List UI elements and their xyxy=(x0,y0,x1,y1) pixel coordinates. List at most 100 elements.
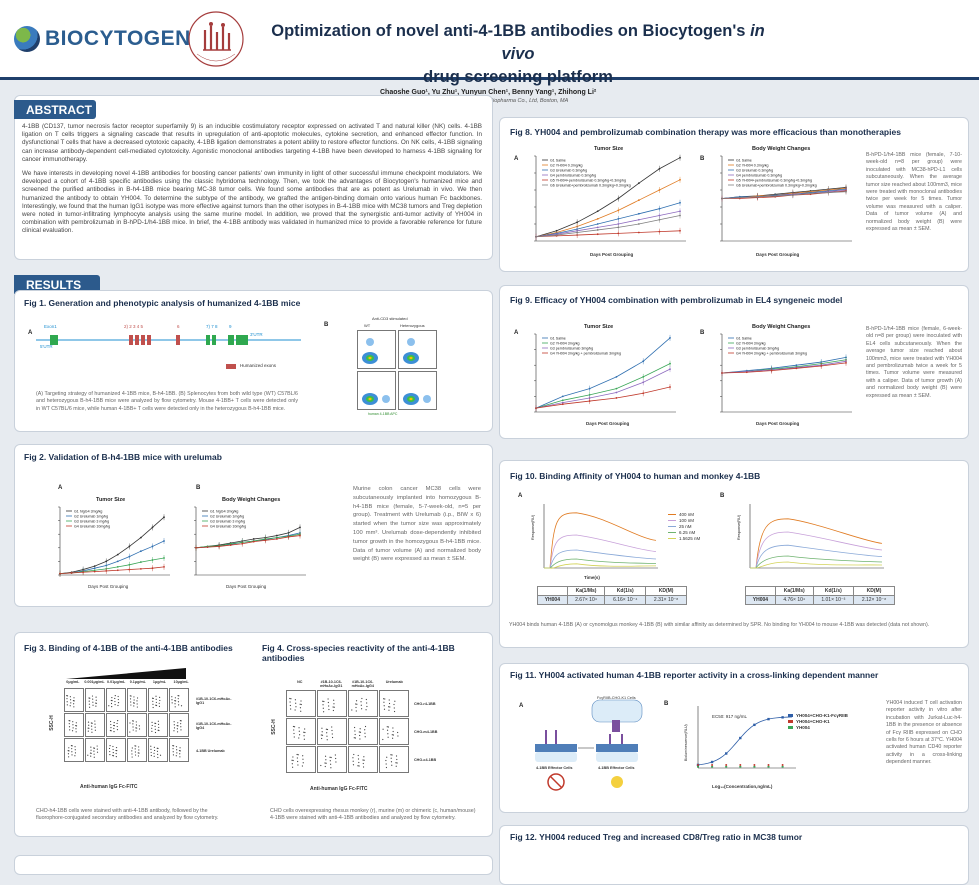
sensorgram-curve xyxy=(750,531,883,569)
data-point xyxy=(767,766,770,768)
axis-label: 0.1μg/mL xyxy=(129,680,146,684)
data-point xyxy=(617,223,620,225)
results-label: RESULTS xyxy=(14,275,100,294)
data-point xyxy=(596,218,599,220)
data-point xyxy=(229,544,232,546)
sensorgram-curve xyxy=(544,563,657,569)
data-point xyxy=(679,210,681,213)
data-point xyxy=(781,766,784,768)
fig12-title: Fig 12. YH004 reduced Treg and increased… xyxy=(510,832,803,842)
axis-label: CHO-r4-1BB xyxy=(414,702,436,706)
legend-entry: YH004+CHO-K1-FcγRIIB xyxy=(788,713,848,719)
flow-plot xyxy=(317,746,347,773)
flow-plot xyxy=(348,718,378,745)
data-point xyxy=(241,542,244,545)
flow-plot xyxy=(286,718,316,745)
data-point xyxy=(275,536,278,539)
data-point xyxy=(218,545,221,548)
legend-entry: G1 hIgG4 3mg/kg xyxy=(74,510,102,514)
flow-plot xyxy=(348,746,378,773)
axis-label: #1B-10-1C6-mHoAc-IgG4 xyxy=(196,721,232,730)
data-point xyxy=(845,190,847,193)
data-point xyxy=(739,766,742,768)
data-point xyxy=(753,766,756,768)
fig1-title: Fig 1. Generation and phenotypic analysi… xyxy=(24,298,301,308)
data-point xyxy=(745,371,748,374)
data-point xyxy=(697,766,699,768)
data-point xyxy=(617,226,620,229)
legend-entry: G1 Saline xyxy=(550,337,566,341)
flow-plot xyxy=(286,746,316,773)
legend-entry: YH004+CHO-K1 xyxy=(788,719,848,725)
data-point xyxy=(756,195,759,198)
legend-entry: G4 Urelumab 10mg/kg xyxy=(210,525,246,529)
data-point xyxy=(561,399,564,402)
data-point xyxy=(139,567,142,570)
flow-plot xyxy=(379,690,409,717)
legend-entry: 400 nM xyxy=(668,512,700,518)
data-point xyxy=(770,369,773,372)
legend-entry: G5 YH004+pembrolizumab 0.3mg/kg+0.3mg/kg xyxy=(736,179,812,183)
data-point xyxy=(206,546,209,549)
fig10-table-b: Ka(1/Ms) Kd(1/s) KD(M) YH004 4.76× 10⁴ 1.01×… xyxy=(745,586,895,605)
legend-entry: G3 Urelumab 3 mg/kg xyxy=(210,520,245,524)
data-point xyxy=(116,553,119,556)
legend-entry: G4 YH004 3mg/kg + pembrolizumab 3mg/kg xyxy=(736,352,807,356)
data-point xyxy=(658,207,661,210)
series-line xyxy=(195,535,301,549)
dose-response-curve xyxy=(697,716,793,766)
fig4-column-labels: NC #1B-10-1C6-mHoAc-IgG1 #1B-10-1C6-mHoAc-… xyxy=(284,680,410,688)
data-point xyxy=(93,567,96,570)
fig9-caption: B-hPD-1/h4-1BB mice (female, 6-week-old … xyxy=(866,326,962,399)
data-point xyxy=(845,361,847,364)
data-point xyxy=(561,395,564,398)
axis-label: 1μg/mL xyxy=(152,680,167,684)
abstract-panel xyxy=(14,95,493,260)
flow-plot xyxy=(169,713,189,737)
data-point xyxy=(642,376,645,378)
legend-entry: G3 pembrolizumab 3mg/kg xyxy=(736,347,779,351)
series-line xyxy=(535,210,681,238)
biocytogen-logo: BIOCYTOGEN xyxy=(14,26,191,52)
axis-label: CHO-m4-1BB xyxy=(414,730,438,734)
fig4-row-labels: CHO-r4-1BB CHO-m4-1BB CHO-c4-1BB xyxy=(414,690,464,774)
data-point xyxy=(252,538,255,540)
data-point xyxy=(820,365,823,367)
flow-plot xyxy=(64,688,84,712)
data-point xyxy=(711,764,714,766)
legend-entry: G4 pembrolizumab 0.3mg/kg xyxy=(550,174,596,178)
fig8-title: Fig 8. YH004 and pembrolizumab combinati… xyxy=(510,127,901,137)
data-point xyxy=(637,182,640,185)
fig1-flow-plots xyxy=(357,330,437,410)
sensorgram-curve xyxy=(750,544,883,569)
fig10-spr-human: Response(RU) xyxy=(531,504,658,569)
data-point xyxy=(795,367,798,370)
series-line xyxy=(535,230,681,238)
series-line xyxy=(721,357,847,374)
data-point xyxy=(128,545,131,548)
fig10-panel xyxy=(499,460,969,648)
series-line xyxy=(721,362,847,374)
fig11-reporter-chart: Bioluminescence(RLU) xyxy=(684,706,796,769)
legend-entry: G4 YH004 3mg/kg + pembrolizumab 3mg/kg xyxy=(550,352,621,356)
flow-plot xyxy=(148,738,168,762)
legend-entry: G1 Saline xyxy=(736,159,752,163)
data-point xyxy=(637,199,640,202)
data-point xyxy=(669,368,671,370)
axis-label: 0.01μg/mL xyxy=(107,680,126,684)
data-point xyxy=(739,764,742,766)
data-point xyxy=(781,716,784,719)
legend-entry: G1 Saline xyxy=(736,337,752,341)
data-point xyxy=(795,364,798,367)
fig8-caption: B-hPD-1/h4-1BB mice (female, 7-10-week-o… xyxy=(866,152,962,233)
company-name: BIOCYTOGEN xyxy=(45,27,191,50)
legend-entry: G6 Urelumab+pembrolizumab 0.3mg/kg+0.3mg… xyxy=(736,184,817,188)
data-point xyxy=(576,221,579,224)
data-point xyxy=(637,212,640,215)
data-point xyxy=(596,223,599,225)
axis-label: 0.001μg/mL xyxy=(84,680,105,684)
